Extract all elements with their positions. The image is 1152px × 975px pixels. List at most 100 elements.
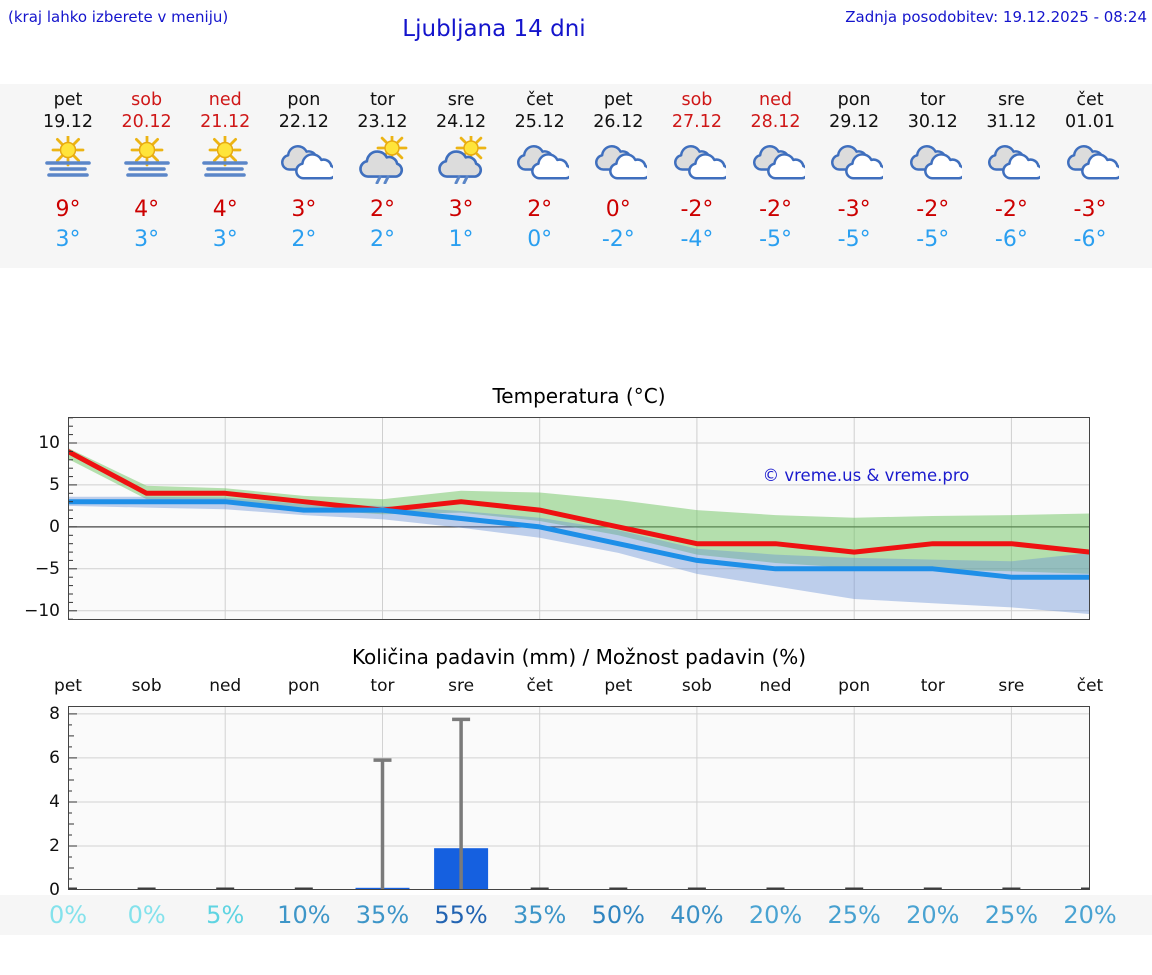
- temp-max: 3°: [291, 197, 317, 222]
- copyright-link[interactable]: © vreme.us & vreme.pro: [763, 466, 970, 485]
- day-column: sob 20.12 4° 3°: [106, 84, 188, 268]
- cloudy-icon: [1067, 145, 1119, 180]
- uncertainty-band: [68, 496, 1090, 615]
- precip-probability-label: 35%: [513, 901, 567, 929]
- precip-y-tick-label: 2: [49, 835, 60, 856]
- day-date: 22.12: [278, 112, 329, 132]
- temp-max: -3°: [1073, 197, 1107, 222]
- temp-max: 4°: [134, 197, 160, 222]
- precip-day-label: pon: [838, 676, 871, 696]
- precip-day-label: ned: [759, 676, 792, 696]
- day-column: sob 27.12 -2° -4°: [656, 84, 738, 268]
- day-date: 21.12: [200, 112, 251, 132]
- day-column: pon 29.12 -3° -5°: [813, 84, 895, 268]
- precip-y-tick-label: 0: [49, 880, 60, 900]
- temp-min: -5°: [759, 227, 792, 252]
- min-temperature-line: [68, 499, 1090, 580]
- menu-hint: (kraj lahko izberete v meniju): [8, 8, 229, 26]
- precip-day-label: ned: [209, 676, 242, 696]
- cloudy-icon: [516, 145, 569, 180]
- day-date: 01.01: [1064, 112, 1116, 132]
- temp-max: -2°: [680, 197, 714, 222]
- temp-y-tick-label: −10: [24, 600, 60, 621]
- cloudy-icon: [909, 145, 962, 180]
- precip-probability-label: 40%: [670, 901, 724, 929]
- day-column: tor 23.12 2° 2°: [341, 84, 423, 268]
- temp-y-tick-label: 5: [49, 474, 60, 495]
- day-name: ned: [759, 90, 793, 110]
- cloudy-icon: [831, 145, 884, 180]
- cloudy-icon: [280, 145, 333, 180]
- day-column: čet 25.12 2° 0°: [499, 84, 581, 268]
- zero-precip-mark: [687, 887, 706, 890]
- day-column: pon 22.12 3° 2°: [263, 84, 345, 268]
- day-date: 23.12: [357, 112, 408, 132]
- temp-max: 9°: [55, 197, 81, 222]
- temp-min: 3°: [212, 227, 238, 252]
- temp-y-tick-label: 0: [49, 516, 60, 537]
- zero-precip-mark: [1002, 887, 1021, 890]
- temp-max: -2°: [916, 197, 950, 222]
- zero-precip-mark: [845, 887, 864, 890]
- precip-probability-label: 20%: [1063, 901, 1117, 929]
- temperature-plot: © vreme.us & vreme.pro: [68, 417, 1090, 620]
- day-date: 28.12: [750, 112, 801, 132]
- day-name: sob: [681, 90, 713, 110]
- day-column: ned 21.12 4° 3°: [184, 84, 266, 268]
- precip-probability-label: 25%: [984, 901, 1039, 929]
- day-name: čet: [526, 90, 554, 110]
- day-column: čet 01.01 -3° -6°: [1049, 84, 1131, 268]
- temp-min: -5°: [916, 227, 950, 252]
- uncertainty-band: [68, 448, 1090, 574]
- day-name: tor: [370, 90, 395, 110]
- precip-day-label: čet: [1076, 676, 1104, 696]
- zero-precip-mark: [216, 887, 235, 890]
- temp-min: 2°: [291, 227, 317, 252]
- day-date: 30.12: [907, 112, 958, 132]
- temp-y-tick-label: 10: [38, 433, 60, 453]
- day-name: sre: [447, 90, 475, 110]
- precip-day-label: čet: [526, 676, 553, 696]
- temp-min: 3°: [134, 227, 160, 252]
- day-date: 26.12: [593, 112, 644, 132]
- sun-fog-icon: [202, 136, 249, 177]
- precip-y-tick-label: 8: [49, 703, 60, 724]
- temp-min: 1°: [448, 227, 474, 252]
- day-date: 19.12: [42, 112, 94, 132]
- precip-day-label: sre: [448, 676, 475, 696]
- precip-probability-label: 25%: [827, 901, 881, 929]
- day-column: sre 31.12 -2° -6°: [970, 84, 1052, 268]
- sun-showers-icon: [438, 136, 487, 184]
- sun-fog-icon: [45, 136, 91, 177]
- sun-showers-icon: [359, 136, 408, 184]
- temp-max: 2°: [369, 197, 395, 222]
- temp-max: 0°: [605, 197, 631, 222]
- day-date: 20.12: [121, 112, 172, 132]
- zero-precip-mark: [609, 887, 628, 890]
- zero-precip-mark: [294, 887, 313, 890]
- temp-min: -6°: [1073, 227, 1107, 252]
- precip-probability-label: 0%: [48, 901, 88, 929]
- max-temperature-line: [68, 448, 1090, 555]
- precip-day-label: sob: [681, 676, 712, 696]
- cloudy-icon: [988, 145, 1041, 180]
- day-date: 27.12: [671, 112, 722, 132]
- day-name: pet: [53, 90, 83, 110]
- zero-precip-mark: [766, 887, 785, 890]
- day-column: tor 30.12 -2° -5°: [892, 84, 974, 268]
- day-name: sob: [131, 90, 163, 110]
- cloudy-icon: [673, 145, 726, 180]
- precipitation-chart-title: Količina padavin (mm) / Možnost padavin …: [351, 645, 807, 669]
- precip-probability-label: 50%: [591, 901, 645, 929]
- day-name: tor: [920, 90, 946, 110]
- precip-day-label: pet: [604, 676, 633, 696]
- day-column: sre 24.12 3° 1°: [420, 84, 502, 268]
- day-date: 24.12: [436, 112, 487, 132]
- precip-probability-label: 35%: [355, 901, 410, 929]
- precip-day-label: pon: [287, 676, 320, 696]
- temp-min: -6°: [994, 227, 1028, 252]
- precip-day-label: sob: [131, 676, 162, 696]
- zero-precip-mark: [923, 887, 942, 890]
- temp-min: 0°: [527, 227, 553, 252]
